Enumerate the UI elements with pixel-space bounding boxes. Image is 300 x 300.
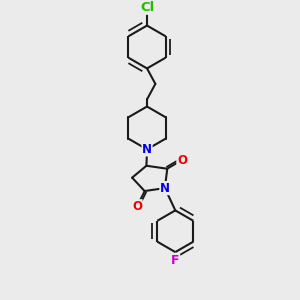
Text: F: F: [171, 254, 180, 267]
Text: O: O: [132, 200, 142, 213]
Text: N: N: [160, 182, 170, 195]
Text: O: O: [177, 154, 187, 166]
Text: Cl: Cl: [140, 1, 154, 14]
Text: N: N: [142, 143, 152, 156]
